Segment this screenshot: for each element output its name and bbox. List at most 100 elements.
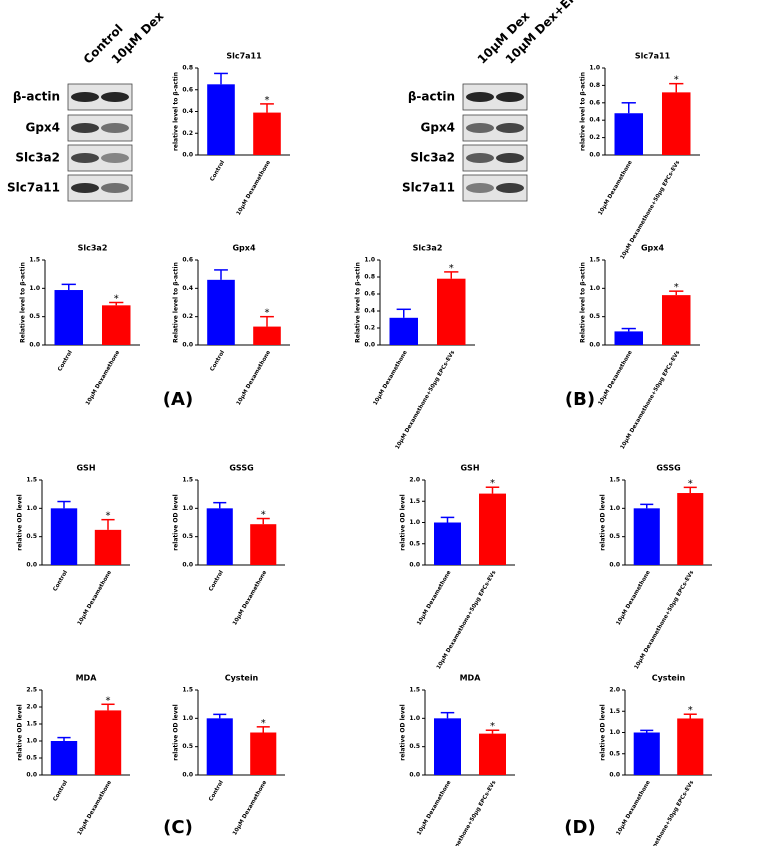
bar <box>206 508 233 565</box>
y-tick-label: 0.5 <box>409 540 420 547</box>
bar <box>253 326 281 345</box>
y-tick-label: 1.5 <box>182 477 193 484</box>
bar <box>207 84 235 155</box>
protein-label: Slc3a2 <box>410 151 455 165</box>
y-axis-label: relative OD level <box>400 494 407 550</box>
blot-band <box>71 153 99 163</box>
protein-label: Slc3a2 <box>15 151 60 165</box>
bar <box>434 718 461 775</box>
x-tick-label: 10μM Dexamethone <box>236 160 272 217</box>
chart-title: Gpx4 <box>641 244 664 253</box>
y-tick-label: 0.0 <box>409 772 420 779</box>
protein-label: Gpx4 <box>25 121 60 135</box>
x-tick-label: Control <box>209 160 226 183</box>
bar <box>250 524 277 565</box>
significance: * <box>106 511 111 522</box>
bar <box>94 529 122 565</box>
y-tick-label: 1.0 <box>589 285 600 292</box>
significance: * <box>674 282 679 293</box>
significance: * <box>261 510 266 521</box>
bar <box>50 508 78 565</box>
chart-title: Slc3a2 <box>78 244 108 253</box>
x-tick-label: 10μM Dexamethone <box>77 570 113 627</box>
x-tick-label: 10μM Dexamethone <box>232 570 268 627</box>
bar <box>633 508 660 565</box>
bar <box>253 112 281 155</box>
y-tick-label: 0.8 <box>182 65 193 72</box>
bar <box>633 732 660 775</box>
y-tick-label: 0.6 <box>182 257 193 264</box>
y-tick-label: 0.4 <box>364 308 375 315</box>
y-tick-label: 1.5 <box>609 708 620 715</box>
y-tick-label: 0.4 <box>589 117 600 124</box>
significance: * <box>265 95 270 106</box>
significance: * <box>490 478 495 489</box>
y-tick-label: 0.0 <box>182 562 193 569</box>
bar <box>54 290 83 345</box>
y-axis-label: Relative level to β-actin <box>355 262 362 343</box>
chart-title: GSSG <box>229 464 253 473</box>
bar <box>677 493 704 565</box>
y-tick-label: 0.0 <box>364 342 375 349</box>
x-tick-label: Control <box>208 780 225 803</box>
blot-band <box>496 92 524 102</box>
bar <box>206 718 233 775</box>
blot-band <box>71 123 99 133</box>
y-tick-label: 0.0 <box>26 772 37 779</box>
y-axis-label: Relative level to β-actin <box>173 262 180 343</box>
x-tick-label: Control <box>208 570 225 593</box>
y-tick-label: 0.4 <box>182 108 193 115</box>
y-tick-label: 0.6 <box>589 99 600 106</box>
x-tick-label: 10μM Dexamethone <box>373 350 409 407</box>
panel-label: (B) <box>565 389 595 410</box>
blot-band <box>466 183 494 193</box>
bar <box>434 522 461 565</box>
y-tick-label: 2.0 <box>26 704 37 711</box>
bar <box>614 331 643 345</box>
protein-label: Gpx4 <box>420 121 455 135</box>
y-tick-label: 0.2 <box>182 313 193 320</box>
significance: * <box>490 721 495 732</box>
y-tick-label: 1.0 <box>609 505 620 512</box>
x-tick-label: Control <box>209 350 226 373</box>
y-tick-label: 0.0 <box>609 772 620 779</box>
significance: * <box>688 705 693 716</box>
y-tick-label: 0.5 <box>26 755 37 762</box>
chart-title: GSH <box>76 464 95 473</box>
bar <box>50 741 78 775</box>
blot-band <box>466 153 494 163</box>
significance: * <box>261 718 266 729</box>
protein-label: Slc7a11 <box>402 181 455 195</box>
blot-band <box>71 92 99 102</box>
blot-band <box>496 183 524 193</box>
bar <box>479 733 506 775</box>
y-tick-label: 2.0 <box>609 687 620 694</box>
chart-title: Slc7a11 <box>226 52 262 61</box>
y-tick-label: 0.0 <box>29 342 40 349</box>
y-tick-label: 1.0 <box>589 65 600 72</box>
y-axis-label: relative level to β-actin <box>173 72 180 151</box>
significance: * <box>106 695 111 706</box>
x-tick-label: 10μM Dexamethone+50μg EPCs-EVs <box>620 349 682 450</box>
x-tick-label: 10μM Dexamethone <box>598 160 634 217</box>
y-tick-label: 0.0 <box>182 772 193 779</box>
y-tick-label: 0.0 <box>589 152 600 159</box>
bar <box>662 92 691 155</box>
bar <box>677 718 704 775</box>
y-tick-label: 2.0 <box>409 477 420 484</box>
x-tick-label: 10μM Dexamethone+50μg EPCs-EVs <box>395 349 457 450</box>
panel-label: (A) <box>163 389 193 410</box>
x-tick-label: 10μM Dexamethone <box>236 350 272 407</box>
significance: * <box>674 75 679 86</box>
y-tick-label: 2.5 <box>26 687 37 694</box>
y-tick-label: 0.5 <box>182 743 193 750</box>
y-tick-label: 1.5 <box>409 687 420 694</box>
x-tick-label: 10μM Dexamethone <box>232 780 268 837</box>
y-axis-label: relative OD level <box>600 494 607 550</box>
y-tick-label: 0.5 <box>589 313 600 320</box>
y-axis-label: Relative level to β-actin <box>580 262 587 343</box>
blot-band <box>101 153 129 163</box>
y-tick-label: 1.0 <box>26 505 37 512</box>
x-tick-label: Control <box>57 350 74 373</box>
